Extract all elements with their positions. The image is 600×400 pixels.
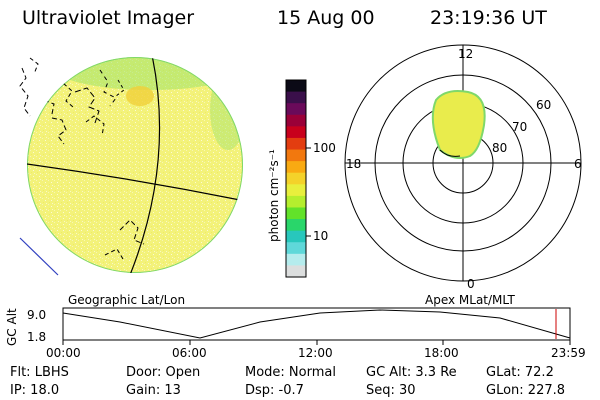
ip-value: IP: 18.0 — [10, 383, 60, 398]
filter-value: Flt: LBHS — [10, 365, 69, 380]
time-label: 23:19:36 UT — [430, 7, 547, 29]
colorbar-band — [286, 230, 306, 243]
colorbar-band — [286, 149, 306, 162]
colorbar-band — [286, 219, 306, 232]
apex-caption: Apex MLat/MLT — [425, 293, 515, 307]
colorbar-tick-10: 10 — [313, 229, 329, 243]
time-tick-1200: 12:00 — [298, 346, 333, 360]
colorbar-band — [286, 172, 306, 185]
mlat-label-70: 70 — [512, 120, 528, 134]
colorbar-tick-100: 100 — [313, 141, 336, 155]
colorbar-band — [286, 126, 306, 139]
mlat-label-60: 60 — [536, 98, 552, 112]
date-label: 15 Aug 00 — [277, 7, 375, 29]
gain-value: Gain: 13 — [126, 383, 181, 398]
mlt-label-6: 6 — [574, 157, 582, 171]
time-tick-0600: 06:00 — [172, 346, 207, 360]
altitude-tick-high: 9.0 — [27, 308, 47, 322]
mlt-label-0: 0 — [467, 277, 475, 291]
colorbar-band — [286, 114, 306, 127]
mode-value: Mode: Normal — [245, 365, 336, 380]
dsp-value: Dsp: -0.7 — [245, 383, 304, 398]
colorbar-band — [286, 184, 306, 197]
auroral-oval — [431, 90, 486, 159]
colorbar-band — [286, 161, 306, 174]
colorbar-band — [286, 195, 306, 209]
seq-value: Seq: 30 — [366, 383, 416, 398]
altitude-tick-low: 1.8 — [27, 330, 47, 344]
colorbar-band — [286, 253, 306, 267]
orbit-track-line — [19, 237, 59, 276]
colorbar-band — [286, 103, 306, 116]
colorbar-band — [286, 91, 306, 104]
door-value: Door: Open — [126, 365, 201, 380]
gc-alt-value: GC Alt: 3.3 Re — [366, 365, 457, 380]
time-tick-2359: 23:59 — [551, 346, 586, 360]
time-tick-0000: 00:00 — [46, 346, 81, 360]
geographic-caption: Geographic Lat/Lon — [68, 293, 186, 307]
colorbar-band — [286, 80, 306, 93]
mlt-label-12: 12 — [458, 47, 474, 61]
colorbar-band — [286, 242, 306, 255]
mlt-label-18: 18 — [346, 157, 362, 171]
glon-value: GLon: 227.8 — [486, 383, 566, 398]
colorbar-band — [286, 137, 306, 151]
colorbar-band — [286, 265, 306, 278]
instrument-title: Ultraviolet Imager — [22, 7, 195, 29]
colorbar-band — [286, 207, 306, 220]
altitude-ylabel: GC Alt — [5, 308, 19, 346]
time-tick-1800: 18:00 — [424, 346, 459, 360]
mlat-label-80: 80 — [492, 141, 508, 155]
glat-value: GLat: 72.2 — [486, 365, 554, 380]
